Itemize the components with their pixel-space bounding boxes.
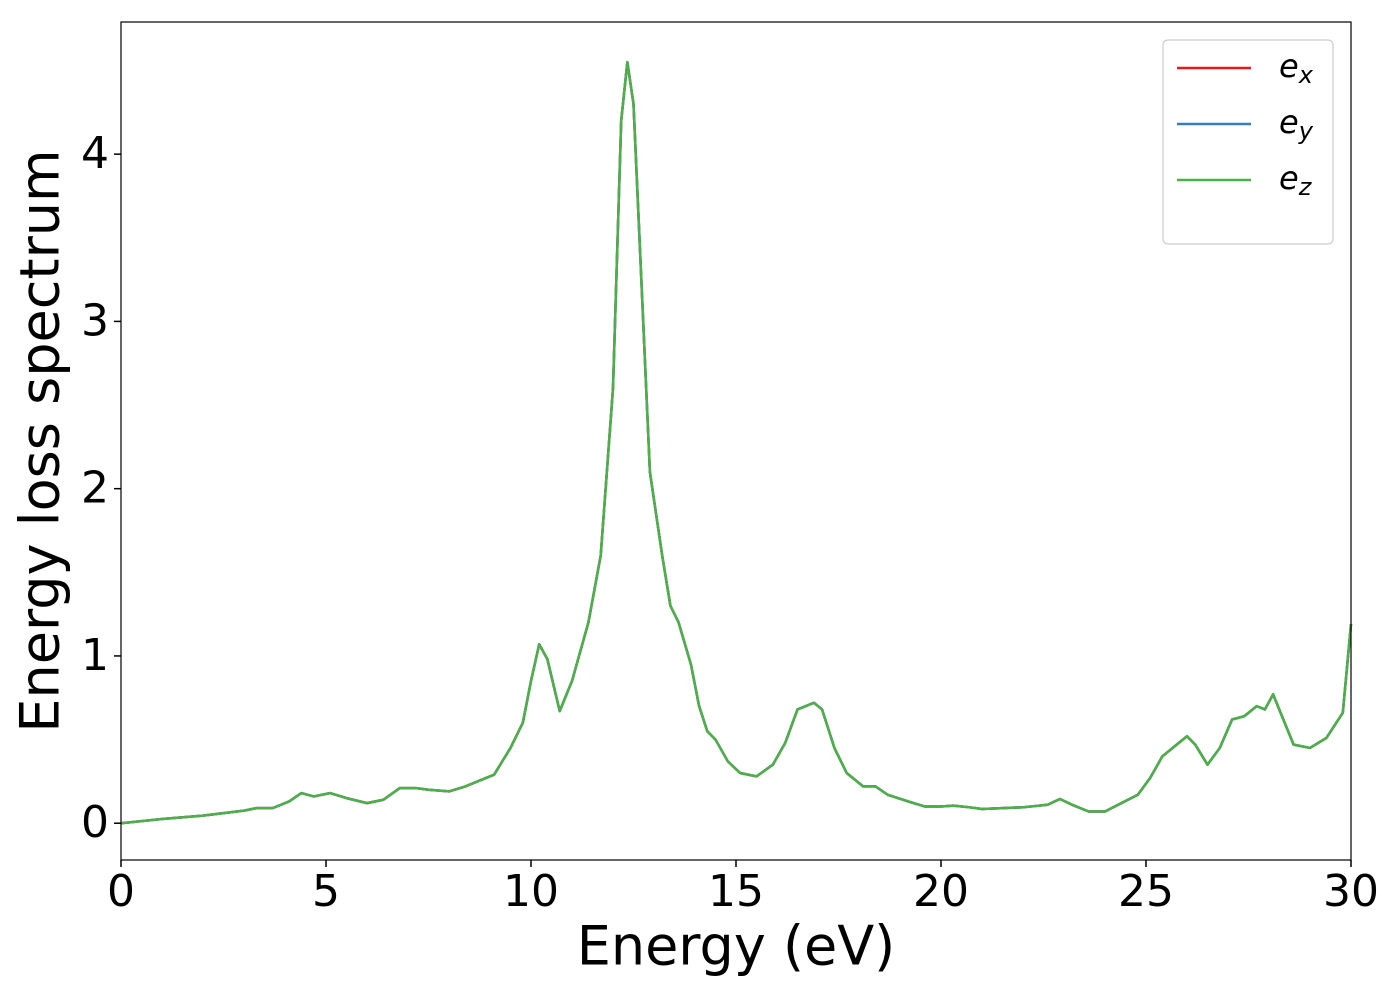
x-tick-label: 10	[503, 866, 559, 917]
x-tick-label: 5	[312, 866, 340, 917]
y-tick-label: 1	[81, 630, 109, 681]
y-axis-label: Energy loss spectrum	[9, 149, 72, 732]
legend-label: ez	[1279, 159, 1313, 201]
x-tick-label: 20	[913, 866, 969, 917]
x-tick-label: 30	[1323, 866, 1379, 917]
y-tick-label: 2	[81, 463, 109, 514]
x-tick-label: 0	[107, 866, 135, 917]
legend-label: ey	[1279, 103, 1314, 145]
x-axis-label: Energy (eV)	[577, 915, 896, 978]
y-tick-label: 0	[81, 797, 109, 848]
x-tick-label: 25	[1118, 866, 1174, 917]
series-line	[120, 60, 1353, 825]
plot-frame	[120, 21, 1352, 861]
y-tick-label: 4	[81, 128, 109, 179]
legend-box	[1162, 39, 1334, 245]
x-tick-label: 15	[708, 866, 764, 917]
y-tick-label: 3	[81, 295, 109, 346]
legend-label: ex	[1279, 47, 1314, 89]
